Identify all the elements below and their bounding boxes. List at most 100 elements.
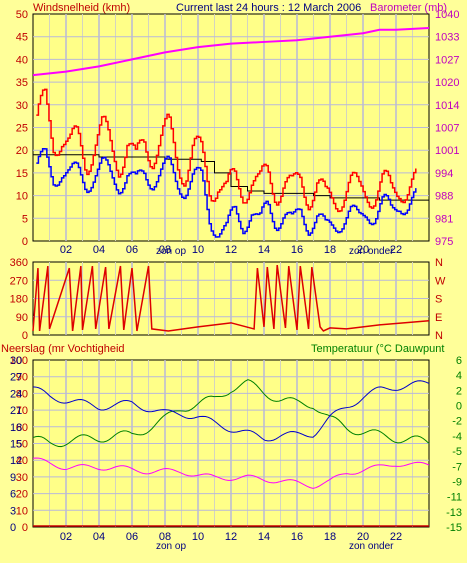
wind-y-tick-label: 0 [22,236,28,248]
temperature-y-tick-label: -7 [452,461,462,473]
x-tick-label: 16 [291,244,303,256]
x-tick-label: 16 [291,531,303,543]
x-tick-label: 04 [93,531,105,543]
temp-dewpoint-axis-title: Temperatuur (°C Dauwpunt [311,343,444,355]
chart-main-title: Current last 24 hours : 12 March 2006 [176,2,361,14]
humidity-y-tick-label: 3 [10,505,16,517]
compass-tick-label: E [435,312,442,324]
compass-tick-label: N [435,257,443,269]
temperature-y-tick-label: 4 [456,370,462,382]
humidity-series-line [32,380,430,442]
x-tick-label: 20 [357,531,369,543]
humidity-y-tick-label: 27 [10,372,22,384]
barometer-y-tick-label: 1027 [435,54,459,66]
barometer-y-tick-label: 1020 [435,77,459,89]
x-tick-label: 02 [60,244,72,256]
barometer-y-tick-label: 975 [435,236,453,248]
rain-y-tick-label: 80 [16,388,28,400]
rain-y-tick-label: 0 [22,522,28,534]
wind-axis-title: Windsnelheid (kmh) [33,2,130,14]
wind-gust-series-line [36,88,417,213]
temperature-y-tick-label: 0 [456,401,462,413]
humidity-temperature-panel: 02 04 06 08 10 12 14 16 18 20 22010203040506070809… [10,355,462,552]
sunset-label-bottom: zon onder [349,541,394,552]
wind-y-tick-label: 10 [16,191,28,203]
x-tick-label: 10 [192,531,204,543]
barometer-y-tick-label: 1014 [435,100,459,112]
temperature-y-tick-label: -9 [452,476,462,488]
wind-y-tick-label: 40 [16,54,28,66]
direction-y-tick-label: 360 [10,257,28,269]
temperature-y-tick-label: 6 [456,355,462,367]
wind-y-tick-label: 20 [16,145,28,157]
x-tick-label: 18 [324,244,336,256]
x-tick-label: 02 [60,531,72,543]
barometer-y-tick-label: 1033 [435,32,459,44]
temperature-y-tick-label: -5 [452,446,462,458]
humidity-y-tick-label: 21 [10,405,22,417]
compass-tick-label: S [435,294,442,306]
wind-y-tick-label: 30 [16,100,28,112]
barometer-y-tick-label: 1001 [435,145,459,157]
direction-y-tick-label: 270 [10,275,28,287]
rain-y-tick-label: 90 [16,372,28,384]
x-tick-label: 12 [225,244,237,256]
barometer-y-tick-label: 994 [435,168,453,180]
rain-y-tick-label: 50 [16,439,28,451]
compass-tick-label: N [435,330,443,342]
barometer-y-tick-label: 988 [435,191,453,203]
wind-y-tick-label: 50 [16,9,28,21]
compass-tick-label: W [435,275,446,287]
x-tick-label: 14 [258,531,270,543]
rain-y-tick-label: 40 [16,455,28,467]
x-tick-label: 20 [357,244,369,256]
wind-minimum-series-line [33,154,429,201]
x-tick-label: 06 [126,531,138,543]
wind-y-tick-label: 45 [16,32,28,44]
x-tick-label: 06 [126,244,138,256]
barometer-series-line [32,26,430,77]
temperature-y-tick-label: -11 [447,492,462,504]
humidity-y-tick-label: 30 [10,355,22,367]
sunrise-label-bottom: zon op [156,541,186,552]
humidity-y-tick-label: 18 [10,422,22,434]
barometer-y-tick-label: 1040 [435,9,459,21]
x-tick-label: 10 [192,244,204,256]
x-tick-label: 12 [225,531,237,543]
x-tick-label: 04 [93,244,105,256]
temperature-y-tick-label: -15 [446,522,462,534]
barometer-y-tick-label: 981 [435,213,453,225]
wind-panel: 02 04 06 08 10 12 14 16 18 20 22 0 5 10 15 20 25 30 35 40 45… [16,9,460,257]
temperature-series-line [32,379,430,448]
x-tick-label: 22 [390,244,402,256]
humidity-y-tick-label: 24 [10,388,22,400]
dewpoint-series-line [32,457,430,489]
humidity-y-tick-label: 0 [10,522,16,534]
humidity-y-tick-label: 12 [10,455,22,467]
wind-y-tick-label: 35 [16,77,28,89]
rain-y-tick-label: 60 [16,422,28,434]
rain-humidity-axis-title: Neerslag (mr Vochtigheid [1,343,125,355]
direction-y-tick-label: 90 [16,312,28,324]
wind-y-tick-label: 25 [16,123,28,135]
direction-y-tick-label: 180 [10,294,28,306]
x-tick-label: 08 [159,531,171,543]
temperature-y-tick-label: -4 [452,431,462,443]
rain-y-tick-label: 100 [10,355,28,367]
wind-direction-series-line [32,264,430,332]
x-tick-label: 08 [159,244,171,256]
rain-y-tick-label: 70 [16,405,28,417]
wind-y-tick-label: 15 [16,168,28,180]
wind-average-series-line [36,148,417,238]
rain-y-tick-label: 30 [16,472,28,484]
barometer-axis-title: Barometer (mb) [370,2,447,14]
rain-y-tick-label: 20 [16,489,28,501]
x-tick-label: 14 [258,244,270,256]
humidity-y-tick-label: 6 [10,489,16,501]
humidity-y-tick-label: 15 [10,439,22,451]
temperature-y-tick-label: 2 [456,385,462,397]
rain-y-tick-label: 10 [16,505,28,517]
